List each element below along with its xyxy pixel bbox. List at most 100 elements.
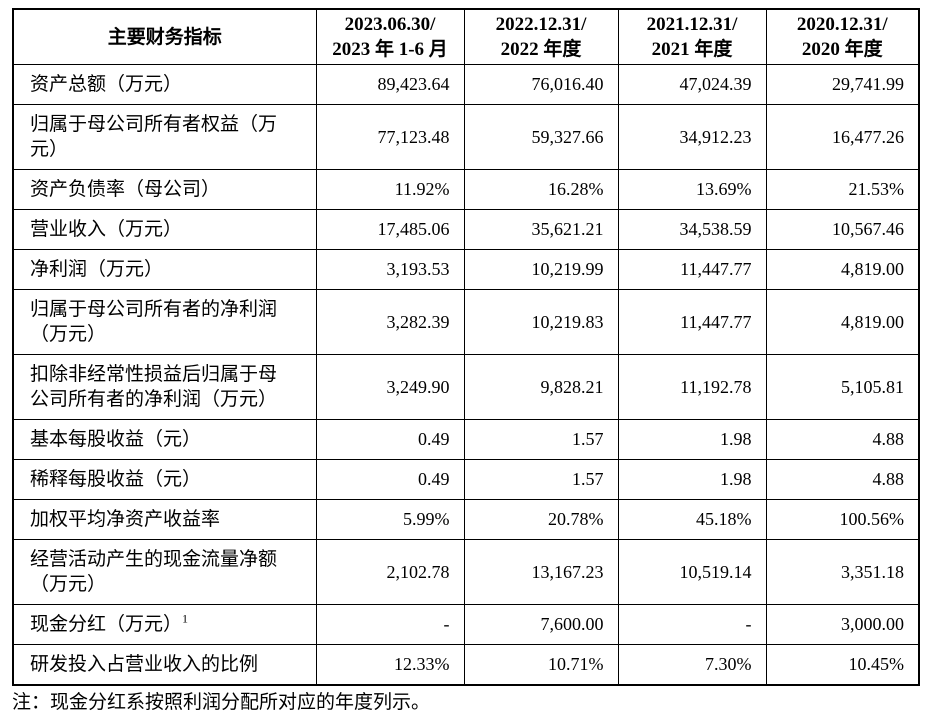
cell-value-2021: 1.98 — [617, 459, 767, 500]
cell-value-2022: 1.57 — [463, 419, 619, 460]
row-label: 研发投入占营业收入的比例 — [12, 644, 317, 686]
cell-value-2022: 10,219.83 — [463, 289, 619, 355]
cell-value-2023h1: - — [315, 604, 465, 645]
document-page: 主要财务指标 2023.06.30/ 2023 年 1-6 月 2022.12.… — [12, 8, 920, 713]
cell-value-2020: 16,477.26 — [765, 104, 920, 170]
cell-value-2022: 13,167.23 — [463, 539, 619, 605]
row-label: 稀释每股收益（元） — [12, 459, 317, 500]
cell-value-2022: 1.57 — [463, 459, 619, 500]
row-label-text: 归属于母公司所有者权益（万 元） — [30, 114, 278, 160]
cell-value-2021: 1.98 — [617, 419, 767, 460]
cell-value-2021: 13.69% — [617, 169, 767, 210]
row-label-text: 扣除非经常性损益后归属于母 公司所有者的净利润（万元） — [30, 364, 278, 410]
cell-value-2020: 100.56% — [765, 499, 920, 540]
cell-value-2023h1: 3,249.90 — [315, 354, 465, 420]
row-label: 归属于母公司所有者权益（万 元） — [12, 104, 317, 170]
cell-value-2021: 34,538.59 — [617, 209, 767, 250]
row-label-text: 基本每股收益（元） — [30, 429, 202, 450]
row-label: 资产负债率（母公司） — [12, 169, 317, 210]
table-header-row: 主要财务指标 2023.06.30/ 2023 年 1-6 月 2022.12.… — [12, 8, 920, 65]
header-period-2023h1: 2023.06.30/ 2023 年 1-6 月 — [315, 8, 465, 65]
row-label: 净利润（万元） — [12, 249, 317, 290]
header-period-2020: 2020.12.31/ 2020 年度 — [765, 8, 920, 65]
row-label-text: 加权平均净资产收益率 — [30, 509, 221, 530]
cell-value-2023h1: 3,282.39 — [315, 289, 465, 355]
cell-value-2023h1: 5.99% — [315, 499, 465, 540]
header-period-2021: 2021.12.31/ 2021 年度 — [617, 8, 767, 65]
row-label-text: 经营活动产生的现金流量净额 （万元） — [30, 549, 278, 595]
cell-value-2023h1: 77,123.48 — [315, 104, 465, 170]
cell-value-2020: 29,741.99 — [765, 64, 920, 105]
cell-value-2021: 45.18% — [617, 499, 767, 540]
row-label: 经营活动产生的现金流量净额 （万元） — [12, 539, 317, 605]
cell-value-2023h1: 0.49 — [315, 419, 465, 460]
cell-value-2022: 10,219.99 — [463, 249, 619, 290]
cell-value-2020: 4.88 — [765, 419, 920, 460]
cell-value-2021: 10,519.14 — [617, 539, 767, 605]
table-row: 营业收入（万元） 17,485.06 35,621.21 34,538.59 1… — [12, 209, 920, 250]
cell-value-2022: 76,016.40 — [463, 64, 619, 105]
row-label: 加权平均净资产收益率 — [12, 499, 317, 540]
cell-value-2020: 10,567.46 — [765, 209, 920, 250]
row-label-text: 稀释每股收益（元） — [30, 469, 202, 490]
row-label-text: 现金分红（万元） — [30, 614, 183, 635]
cell-value-2021: 47,024.39 — [617, 64, 767, 105]
table-row: 归属于母公司所有者权益（万 元） 77,123.48 59,327.66 34,… — [12, 104, 920, 170]
header-metric-name: 主要财务指标 — [12, 8, 317, 65]
row-label-text: 净利润（万元） — [30, 259, 164, 280]
table-row: 归属于母公司所有者的净利润 （万元） 3,282.39 10,219.83 11… — [12, 289, 920, 355]
cell-value-2023h1: 89,423.64 — [315, 64, 465, 105]
row-label: 基本每股收益（元） — [12, 419, 317, 460]
row-label-text: 营业收入（万元） — [30, 219, 183, 240]
table-row: 经营活动产生的现金流量净额 （万元） 2,102.78 13,167.23 10… — [12, 539, 920, 605]
cell-value-2023h1: 11.92% — [315, 169, 465, 210]
cell-value-2022: 16.28% — [463, 169, 619, 210]
cell-value-2020: 5,105.81 — [765, 354, 920, 420]
cell-value-2023h1: 3,193.53 — [315, 249, 465, 290]
cell-value-2022: 20.78% — [463, 499, 619, 540]
cell-value-2021: 11,447.77 — [617, 249, 767, 290]
table-row: 资产负债率（母公司） 11.92% 16.28% 13.69% 21.53% — [12, 169, 920, 210]
footnote: 注：现金分红系按照利润分配所对应的年度列示。 — [12, 692, 431, 713]
cell-value-2020: 21.53% — [765, 169, 920, 210]
cell-value-2023h1: 0.49 — [315, 459, 465, 500]
row-label: 归属于母公司所有者的净利润 （万元） — [12, 289, 317, 355]
row-label-text: 资产负债率（母公司） — [30, 179, 221, 200]
cell-value-2020: 4,819.00 — [765, 289, 920, 355]
cell-value-2021: 7.30% — [617, 644, 767, 686]
table-row: 加权平均净资产收益率 5.99% 20.78% 45.18% 100.56% — [12, 499, 920, 540]
table-row: 资产总额（万元） 89,423.64 76,016.40 47,024.39 2… — [12, 64, 920, 105]
cell-value-2022: 9,828.21 — [463, 354, 619, 420]
cell-value-2021: 34,912.23 — [617, 104, 767, 170]
table-row: 现金分红（万元）1 - 7,600.00 - 3,000.00 — [12, 604, 920, 645]
cell-value-2020: 4,819.00 — [765, 249, 920, 290]
cell-value-2020: 3,351.18 — [765, 539, 920, 605]
cell-value-2020: 3,000.00 — [765, 604, 920, 645]
row-label-text: 研发投入占营业收入的比例 — [30, 654, 259, 675]
cell-value-2021: 11,192.78 — [617, 354, 767, 420]
cell-value-2020: 4.88 — [765, 459, 920, 500]
cell-value-2023h1: 2,102.78 — [315, 539, 465, 605]
cell-value-2021: - — [617, 604, 767, 645]
cell-value-2022: 7,600.00 — [463, 604, 619, 645]
footnote-marker: 1 — [182, 611, 189, 626]
financial-indicators-table: 主要财务指标 2023.06.30/ 2023 年 1-6 月 2022.12.… — [12, 8, 920, 686]
row-label: 资产总额（万元） — [12, 64, 317, 105]
table-row: 基本每股收益（元） 0.49 1.57 1.98 4.88 — [12, 419, 920, 460]
table-row: 研发投入占营业收入的比例 12.33% 10.71% 7.30% 10.45% — [12, 644, 920, 686]
cell-value-2023h1: 12.33% — [315, 644, 465, 686]
cell-value-2022: 59,327.66 — [463, 104, 619, 170]
table-row: 扣除非经常性损益后归属于母 公司所有者的净利润（万元） 3,249.90 9,8… — [12, 354, 920, 420]
row-label: 营业收入（万元） — [12, 209, 317, 250]
cell-value-2023h1: 17,485.06 — [315, 209, 465, 250]
row-label-text: 归属于母公司所有者的净利润 （万元） — [30, 299, 278, 345]
cell-value-2022: 10.71% — [463, 644, 619, 686]
row-label: 扣除非经常性损益后归属于母 公司所有者的净利润（万元） — [12, 354, 317, 420]
cell-value-2021: 11,447.77 — [617, 289, 767, 355]
table-row: 净利润（万元） 3,193.53 10,219.99 11,447.77 4,8… — [12, 249, 920, 290]
cell-value-2020: 10.45% — [765, 644, 920, 686]
table-row: 稀释每股收益（元） 0.49 1.57 1.98 4.88 — [12, 459, 920, 500]
header-period-2022: 2022.12.31/ 2022 年度 — [463, 8, 619, 65]
cell-value-2022: 35,621.21 — [463, 209, 619, 250]
row-label: 现金分红（万元）1 — [12, 604, 317, 645]
